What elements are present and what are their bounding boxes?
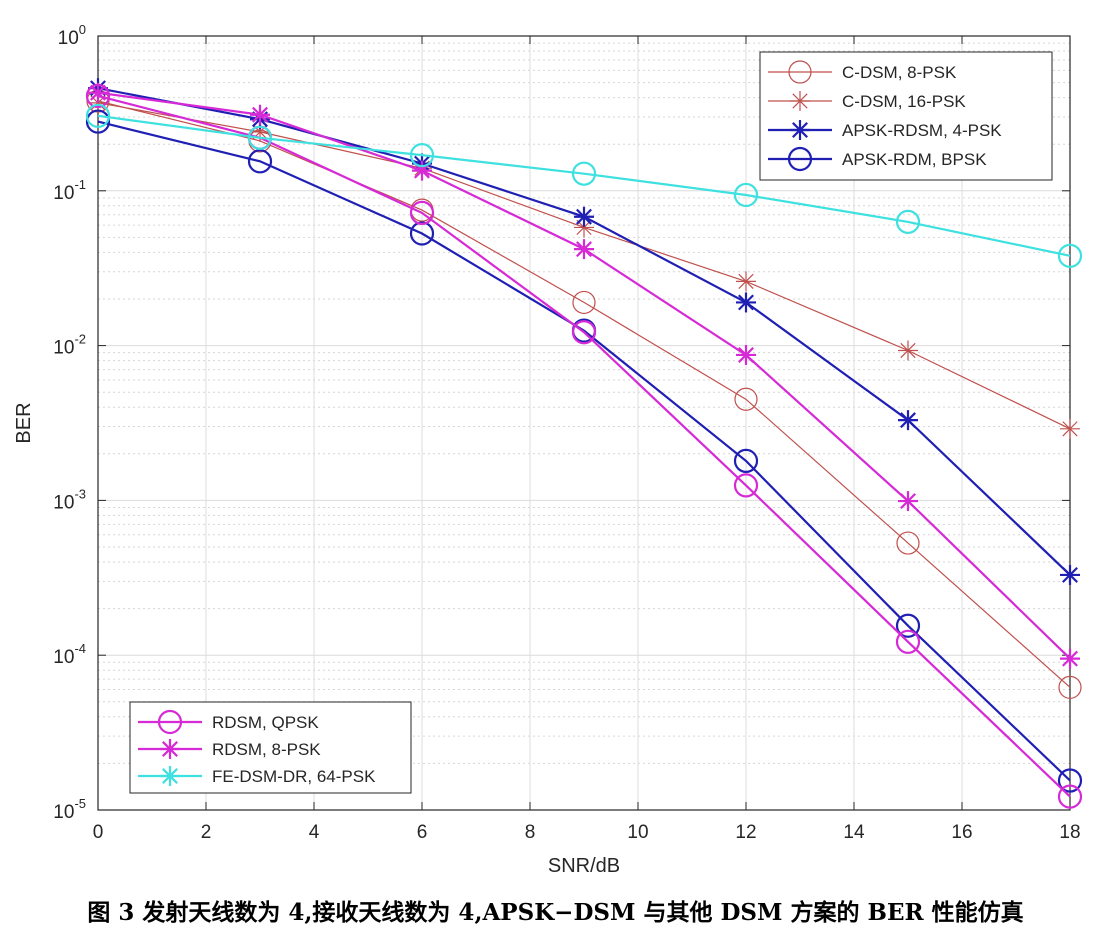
x-tick-label: 2 [201,822,212,843]
series-line [97,120,1071,782]
data-point [898,340,918,361]
data-point [88,82,108,103]
data-point [733,182,759,208]
data-point [1057,768,1083,793]
legend-label: C-DSM, 16-PSK [842,92,966,111]
y-tick-label: 10-2 [53,332,86,359]
legend-entry: RDSM, QPSK [138,709,319,735]
legend-label: RDSM, QPSK [212,713,319,732]
data-point [85,103,111,128]
x-tick-label: 16 [951,822,972,843]
y-tick-label: 10-4 [53,641,86,668]
x-tick-label: 0 [93,822,104,843]
y-tick-label: 10-5 [53,796,86,823]
legend-marker [787,146,813,172]
legend-top-right: C-DSM, 8-PSK C-DSM, 16-PSK APSK-RDSM, 4-PS… [759,51,1053,181]
series-layer [85,78,1083,809]
figure-caption: 图 3 发射天线数为 4,接收天线数为 4,APSK−DSM 与其他 DSM 方… [87,899,1024,926]
series-line [97,114,1071,257]
data-point [409,143,435,168]
data-point [733,448,759,473]
data-point [409,221,435,246]
x-tick-label: 14 [843,822,865,843]
data-point [736,271,756,292]
x-tick-label: 6 [417,822,428,843]
ber-chart: 0 2 4 6 8 10 12 14 16 18 100 10-1 10-2 10-3 10-4 10-5 C… [13,22,1083,877]
legend-marker [160,739,180,759]
legend-marker [790,120,810,140]
data-point [571,320,597,345]
legend-marker [160,766,180,786]
y-tick-label: 10-1 [53,177,86,204]
data-point [895,629,921,654]
y-tick-label: 10-3 [53,486,86,513]
data-point [736,292,756,313]
data-point [572,290,596,315]
legend-entry: FE-DSM-DR, 64-PSK [138,766,376,786]
data-point [898,410,918,431]
legend-marker [790,91,810,111]
data-point [1057,784,1083,809]
y-tick-label: 100 [58,22,86,49]
legend-marker [157,709,183,735]
data-point [85,109,111,134]
legend-label: FE-DSM-DR, 64-PSK [212,767,376,786]
data-point [895,613,921,638]
data-point [895,209,921,234]
x-tick-label: 12 [735,822,756,843]
series-6 [85,103,1083,268]
data-point [1060,564,1080,585]
series-5 [88,82,1080,669]
series-3 [85,109,1083,793]
data-point [733,473,759,498]
data-point [574,206,594,227]
legend-entry: APSK-RDSM, 4-PSK [768,120,1002,140]
legend-label: APSK-RDM, BPSK [842,150,987,169]
x-tick-label: 18 [1059,822,1080,843]
data-point [247,149,273,174]
legend-marker [788,60,812,84]
x-tick-label: 8 [525,822,536,843]
legend-box [129,701,412,794]
legend-label: C-DSM, 8-PSK [842,63,957,82]
data-point [1058,675,1082,699]
x-tick-label: 10 [627,822,648,843]
legend-label: RDSM, 8-PSK [212,740,321,759]
data-point [1057,243,1083,268]
data-point [1060,648,1080,669]
data-point [734,387,758,411]
legend-bottom-left: RDSM, QPSK RDSM, 8-PSK FE-DSM-DR, 64-PSK [129,701,412,794]
x-tick-label: 4 [309,822,320,843]
data-point [571,161,597,186]
legend-entry: RDSM, 8-PSK [138,739,321,759]
legend-entry: C-DSM, 16-PSK [768,91,966,111]
data-point [574,239,594,260]
data-point [250,104,270,125]
data-point [247,125,273,150]
legend-entry: C-DSM, 8-PSK [768,60,957,84]
data-point [898,491,918,512]
data-point [1060,418,1080,439]
x-axis-label: SNR/dB [548,855,620,877]
legend-label: APSK-RDSM, 4-PSK [842,121,1002,140]
legend-entry: APSK-RDM, BPSK [768,146,987,172]
data-point [736,344,756,365]
data-point [409,200,435,225]
data-point [896,531,920,555]
y-axis-label: BER [13,402,35,443]
